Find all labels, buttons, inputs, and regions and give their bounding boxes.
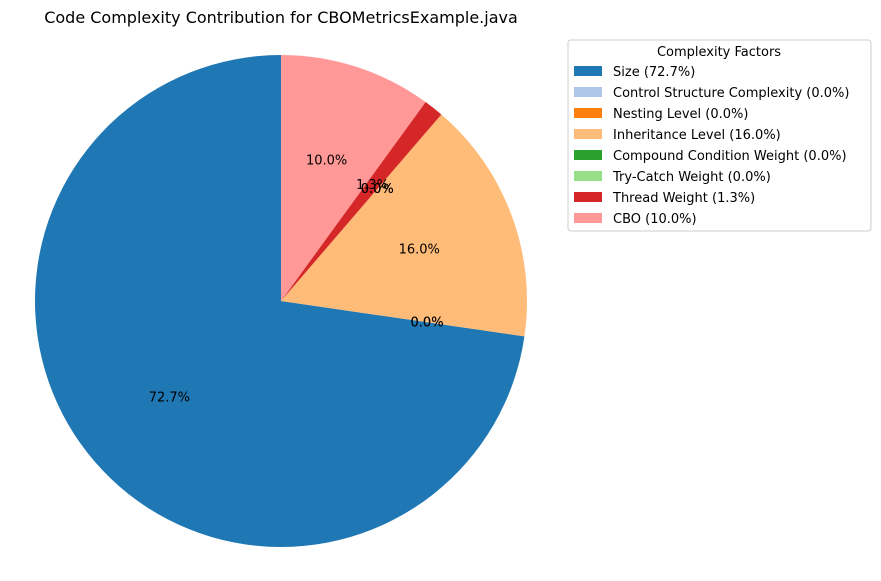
pie-slice-size [34, 55, 525, 547]
legend-label-compound-condition-weight: Compound Condition Weight (0.0%) [613, 149, 847, 164]
pct-label-nesting-level: 0.0% [411, 315, 444, 330]
legend-swatch-size [574, 66, 602, 76]
pie-slice-cbo [281, 55, 426, 301]
legend-label-try-catch-weight: Try-Catch Weight (0.0%) [612, 170, 771, 185]
pct-label-try-catch-weight: 0.0% [361, 182, 394, 197]
legend-swatch-control-structure-complexity [574, 87, 602, 97]
legend-swatch-try-catch-weight [574, 171, 602, 181]
legend: Complexity Factors Size (72.7%) Control S… [567, 39, 872, 232]
pct-label-thread-weight: 1.3% [356, 178, 389, 193]
legend-frame [567, 39, 872, 232]
pie-slices [34, 55, 527, 547]
legend-items: Size (72.7%) Control Structure Complexity… [574, 65, 849, 227]
legend-label-nesting-level: Nesting Level (0.0%) [613, 107, 748, 122]
pie-percentage-labels: 72.7%0.0%0.0%16.0%0.0%0.0%1.3%10.0% [149, 154, 444, 406]
pie-slice-inheritance-level [281, 114, 527, 337]
pie-slice-thread-weight [281, 101, 442, 302]
legend-swatch-cbo [574, 213, 602, 223]
legend-label-control-structure-complexity: Control Structure Complexity (0.0%) [613, 86, 849, 101]
legend-swatch-thread-weight [574, 192, 602, 202]
legend-label-thread-weight: Thread Weight (1.3%) [612, 191, 755, 206]
pct-label-inheritance-level: 16.0% [399, 242, 440, 257]
pct-label-cbo: 10.0% [306, 154, 347, 169]
pct-label-control-structure-complexity: 0.0% [411, 315, 444, 330]
legend-label-inheritance-level: Inheritance Level (16.0%) [613, 128, 781, 143]
legend-swatch-compound-condition-weight [574, 150, 602, 160]
legend-label-size: Size (72.7%) [613, 65, 695, 80]
legend-swatch-inheritance-level [574, 129, 602, 139]
pct-label-size: 72.7% [149, 391, 190, 406]
legend-title: Complexity Factors [657, 45, 781, 60]
legend-swatch-nesting-level [574, 108, 602, 118]
pct-label-compound-condition-weight: 0.0% [361, 182, 394, 197]
chart-title: Code Complexity Contribution for CBOMetr… [44, 8, 518, 27]
legend-label-cbo: CBO (10.0%) [613, 212, 697, 227]
